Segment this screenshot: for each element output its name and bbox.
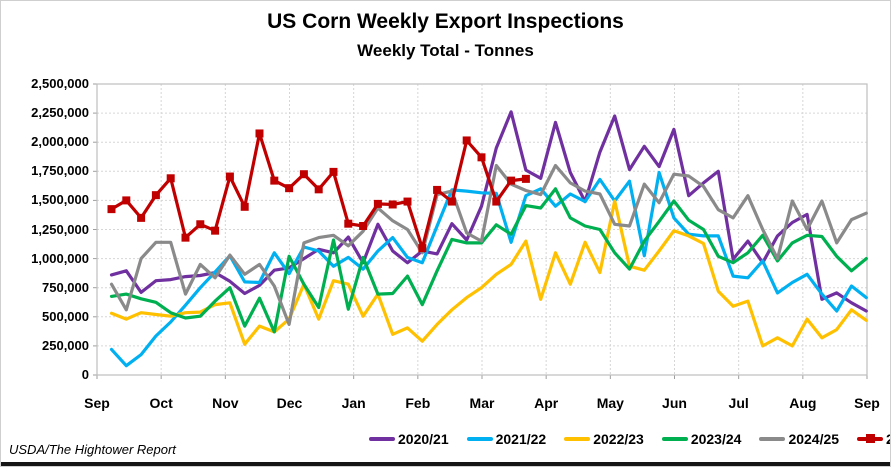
- series-marker-2025-26: [285, 184, 294, 193]
- series-marker-2025-26: [492, 197, 501, 206]
- legend-item-2025-26: 2025/26: [857, 431, 890, 447]
- series-marker-2025-26: [166, 174, 175, 183]
- x-axis-label: Aug: [789, 395, 817, 411]
- legend-item-2021-22: 2021/22: [466, 431, 547, 447]
- legend-label: 2022/23: [593, 431, 644, 447]
- chart-subtitle: Weekly Total - Tonnes: [357, 41, 534, 60]
- series-marker-2025-26: [433, 185, 442, 194]
- legend-line-icon: [759, 437, 786, 441]
- series-marker-2025-26: [196, 220, 205, 229]
- series-marker-2025-26: [329, 167, 338, 176]
- series-marker-2025-26: [507, 176, 516, 185]
- series-marker-2025-26: [462, 136, 471, 145]
- footer-credit: USDA/The Hightower Report: [9, 442, 176, 457]
- series-marker-2025-26: [107, 205, 116, 214]
- legend-item-2023-24: 2023/24: [661, 431, 742, 447]
- series-marker-2025-26: [270, 176, 279, 185]
- legend-item-2020-21: 2020/21: [369, 431, 449, 447]
- y-axis-label: 1,000,000: [31, 250, 89, 266]
- y-axis-label: 1,750,000: [31, 163, 89, 179]
- series-marker-2025-26: [418, 244, 427, 253]
- legend-line-icon: [857, 434, 884, 443]
- y-axis-label: 1,500,000: [31, 192, 89, 208]
- plot-border: [96, 83, 868, 376]
- series-marker-2025-26: [225, 172, 234, 181]
- series-marker-2025-26: [403, 197, 412, 206]
- legend-label: 2020/21: [398, 431, 449, 447]
- y-axis-label: 250,000: [42, 337, 89, 353]
- series-marker-2025-26: [240, 202, 249, 211]
- legend-label: 2024/25: [788, 431, 840, 447]
- x-axis-label: Jan: [341, 395, 366, 411]
- legend-square-marker-icon: [866, 434, 876, 443]
- series-marker-2025-26: [211, 226, 220, 235]
- series-marker-2025-26: [447, 197, 456, 206]
- series-marker-2025-26: [373, 199, 382, 208]
- series-marker-2025-26: [314, 185, 323, 194]
- series-marker-2025-26: [299, 170, 308, 179]
- legend-label: 2023/24: [690, 431, 742, 447]
- series-line-2023-24: [109, 187, 868, 334]
- legend: 2020/21 2021/22 2022/23 2023/24 2024/25 2025/…: [369, 431, 890, 447]
- series-marker-2025-26: [137, 213, 146, 222]
- x-axis-label: Apr: [534, 395, 559, 411]
- legend-line-icon: [369, 437, 395, 441]
- x-axis-label: Jun: [662, 395, 687, 411]
- x-axis-label: Mar: [469, 395, 495, 411]
- x-axis-label: May: [596, 395, 624, 411]
- series-marker-2025-26: [122, 196, 131, 205]
- series-line-2024-25: [109, 163, 868, 326]
- x-axis-label: Nov: [212, 395, 239, 411]
- x-axis-label: Dec: [276, 395, 303, 411]
- legend-item-2024-25: 2024/25: [759, 431, 839, 447]
- window-bottom-edge: [1, 462, 890, 466]
- series-line-2022-23: [109, 199, 868, 348]
- series-marker-2025-26: [151, 191, 160, 200]
- legend-line-icon: [466, 437, 493, 441]
- legend-line-icon: [661, 437, 688, 441]
- y-axis-label: 750,000: [42, 279, 89, 295]
- x-axis-label: Feb: [405, 395, 431, 411]
- series-marker-2025-26: [388, 200, 397, 209]
- chart-title: US Corn Weekly Export Inspections: [267, 10, 624, 33]
- series-line-2021-22: [109, 170, 868, 368]
- x-axis-label: Sep: [84, 395, 110, 411]
- series-marker-2025-26: [359, 222, 368, 231]
- x-axis-label: Jul: [728, 395, 749, 411]
- legend-label: 2025/26: [886, 431, 890, 447]
- series-marker-2025-26: [181, 233, 190, 242]
- y-axis-label: 2,250,000: [31, 105, 89, 121]
- series-marker-2025-26: [344, 219, 353, 228]
- y-axis-label: 2,500,000: [31, 76, 89, 91]
- y-axis-label: 500,000: [42, 308, 89, 324]
- y-axis-label: 2,000,000: [31, 134, 89, 150]
- y-axis-label: 0: [81, 367, 89, 382]
- series-marker-2025-26: [477, 153, 486, 162]
- y-axis-label: 1,250,000: [31, 221, 89, 237]
- legend-label: 2021/22: [495, 431, 547, 447]
- x-axis-label: Sep: [854, 395, 880, 411]
- x-axis-label: Oct: [149, 395, 173, 411]
- legend-item-2022-23: 2022/23: [564, 431, 644, 447]
- legend-line-icon: [564, 437, 591, 441]
- series-marker-2025-26: [255, 129, 264, 138]
- series-marker-2025-26: [521, 174, 530, 183]
